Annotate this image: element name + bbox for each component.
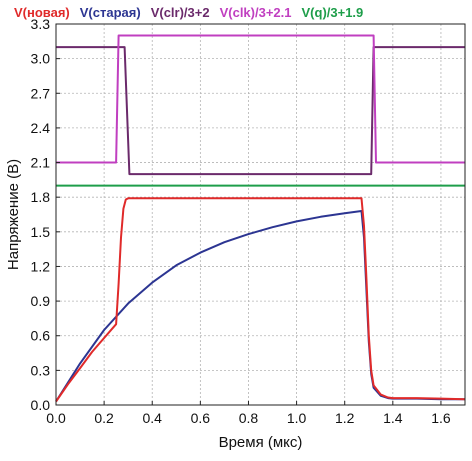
y-tick-label: 0.9 (31, 293, 51, 309)
series-line-1 (55, 197, 466, 403)
y-tick-label: 2.1 (31, 155, 51, 171)
series-layer (55, 34, 466, 403)
ticks: 0.0 0.2 0.4 0.6 0.8 1.0 1.2 1.4 1.6 0.0 0.3 0.6 0.9 1… (31, 16, 451, 426)
y-tick-label: 0.0 (31, 397, 51, 413)
x-tick-label: 1.2 (335, 410, 355, 426)
legend: V(новая) V(старая) V(clr)/3+2 V(clk)/3+2.1 V… (14, 5, 363, 20)
x-tick-label: 0.4 (143, 410, 163, 426)
y-tick-label: 0.6 (31, 328, 51, 344)
grid (56, 24, 465, 405)
y-tick-label: 1.2 (31, 258, 51, 274)
plot-frame (55, 23, 466, 406)
x-tick-label: 1.0 (287, 410, 307, 426)
y-tick-label: 3.3 (31, 16, 51, 32)
y-tick-label: 1.5 (31, 224, 51, 240)
y-tick-label: 2.7 (31, 85, 51, 101)
legend-entry: V(clr)/3+2 (151, 5, 210, 20)
y-tick-label: 1.8 (31, 189, 51, 205)
legend-entry: V(новая) (14, 5, 70, 20)
x-tick-label: 1.4 (383, 410, 403, 426)
y-tick-label: 2.4 (31, 120, 51, 136)
series-line-3 (56, 46, 465, 176)
x-tick-label: 0.6 (191, 410, 211, 426)
x-tick-label: 0.0 (46, 410, 66, 426)
legend-entry: V(старая) (80, 5, 141, 20)
x-tick-label: 0.8 (239, 410, 259, 426)
series-line-4 (56, 34, 465, 164)
y-tick-label: 3.0 (31, 51, 51, 67)
y-axis-label: Напряжение (В) (5, 159, 22, 270)
legend-entry: V(clk)/3+2.1 (220, 5, 292, 20)
x-axis-label: Время (мкс) (219, 434, 303, 451)
x-tick-label: 1.6 (431, 410, 451, 426)
y-tick-label: 0.3 (31, 362, 51, 378)
legend-entry: V(q)/3+1.9 (302, 5, 364, 20)
x-tick-label: 0.2 (94, 410, 114, 426)
